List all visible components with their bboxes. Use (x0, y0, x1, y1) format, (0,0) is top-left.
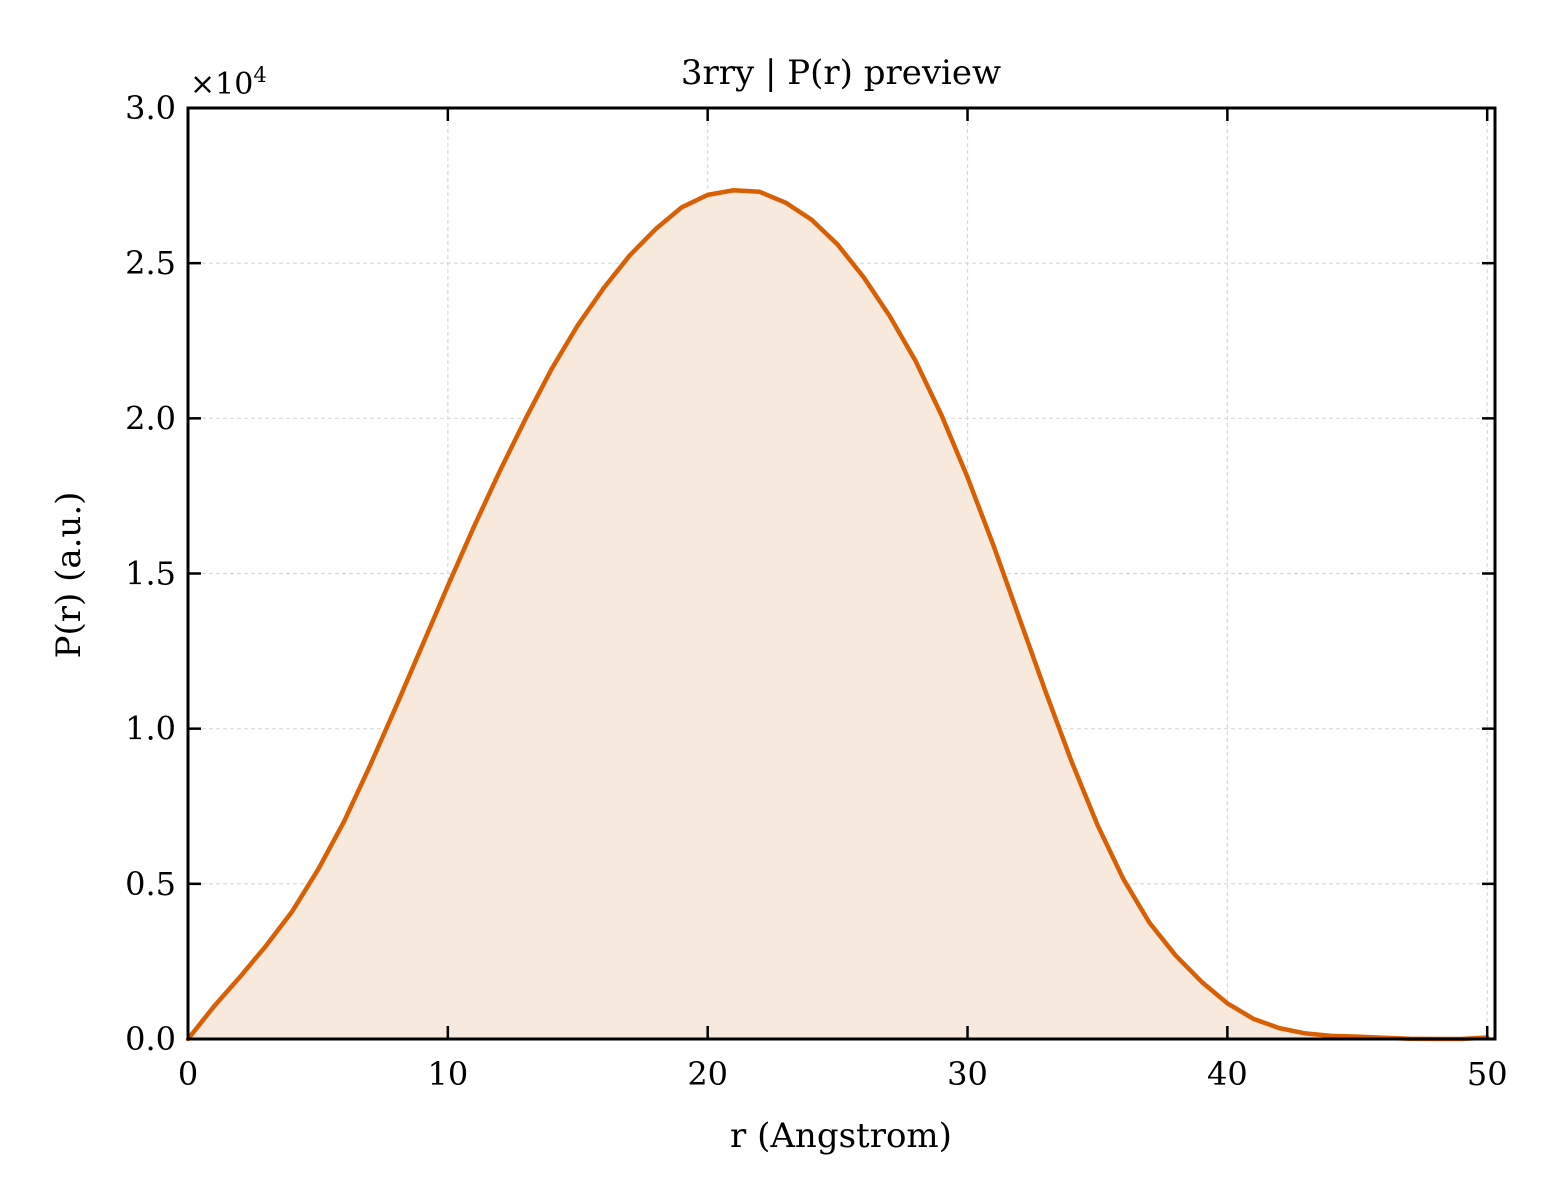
x-tick-label: 0 (178, 1055, 198, 1093)
x-tick-label: 50 (1467, 1055, 1508, 1093)
series-area-fill (188, 190, 1488, 1040)
series-line (185, 187, 1490, 1042)
axis-ticks: 0 10 20 30 40 50 0.0 0.5 1.0 1.5 2.0 2.5 3.0 (125, 89, 1507, 1093)
y-tick-label: 1.5 (125, 555, 176, 593)
y-axis-multiplier: ×104 (190, 63, 267, 102)
y-tick-label: 2.0 (125, 399, 176, 437)
x-axis-label: r (Angstrom) (730, 1116, 952, 1156)
x-tick-label: 10 (427, 1055, 468, 1093)
x-tick-label: 40 (1207, 1055, 1248, 1093)
x-tick-label: 20 (687, 1055, 728, 1093)
chart-title: 3rry | P(r) preview (681, 53, 1001, 93)
y-tick-label: 3.0 (125, 89, 176, 127)
y-tick-label: 0.0 (125, 1020, 176, 1058)
y-tick-label: 1.0 (125, 710, 176, 748)
y-axis-label: P(r) (a.u.) (49, 492, 89, 659)
x-tick-label: 30 (947, 1055, 988, 1093)
y-tick-label: 2.5 (125, 244, 176, 282)
y-tick-label: 0.5 (125, 865, 176, 903)
